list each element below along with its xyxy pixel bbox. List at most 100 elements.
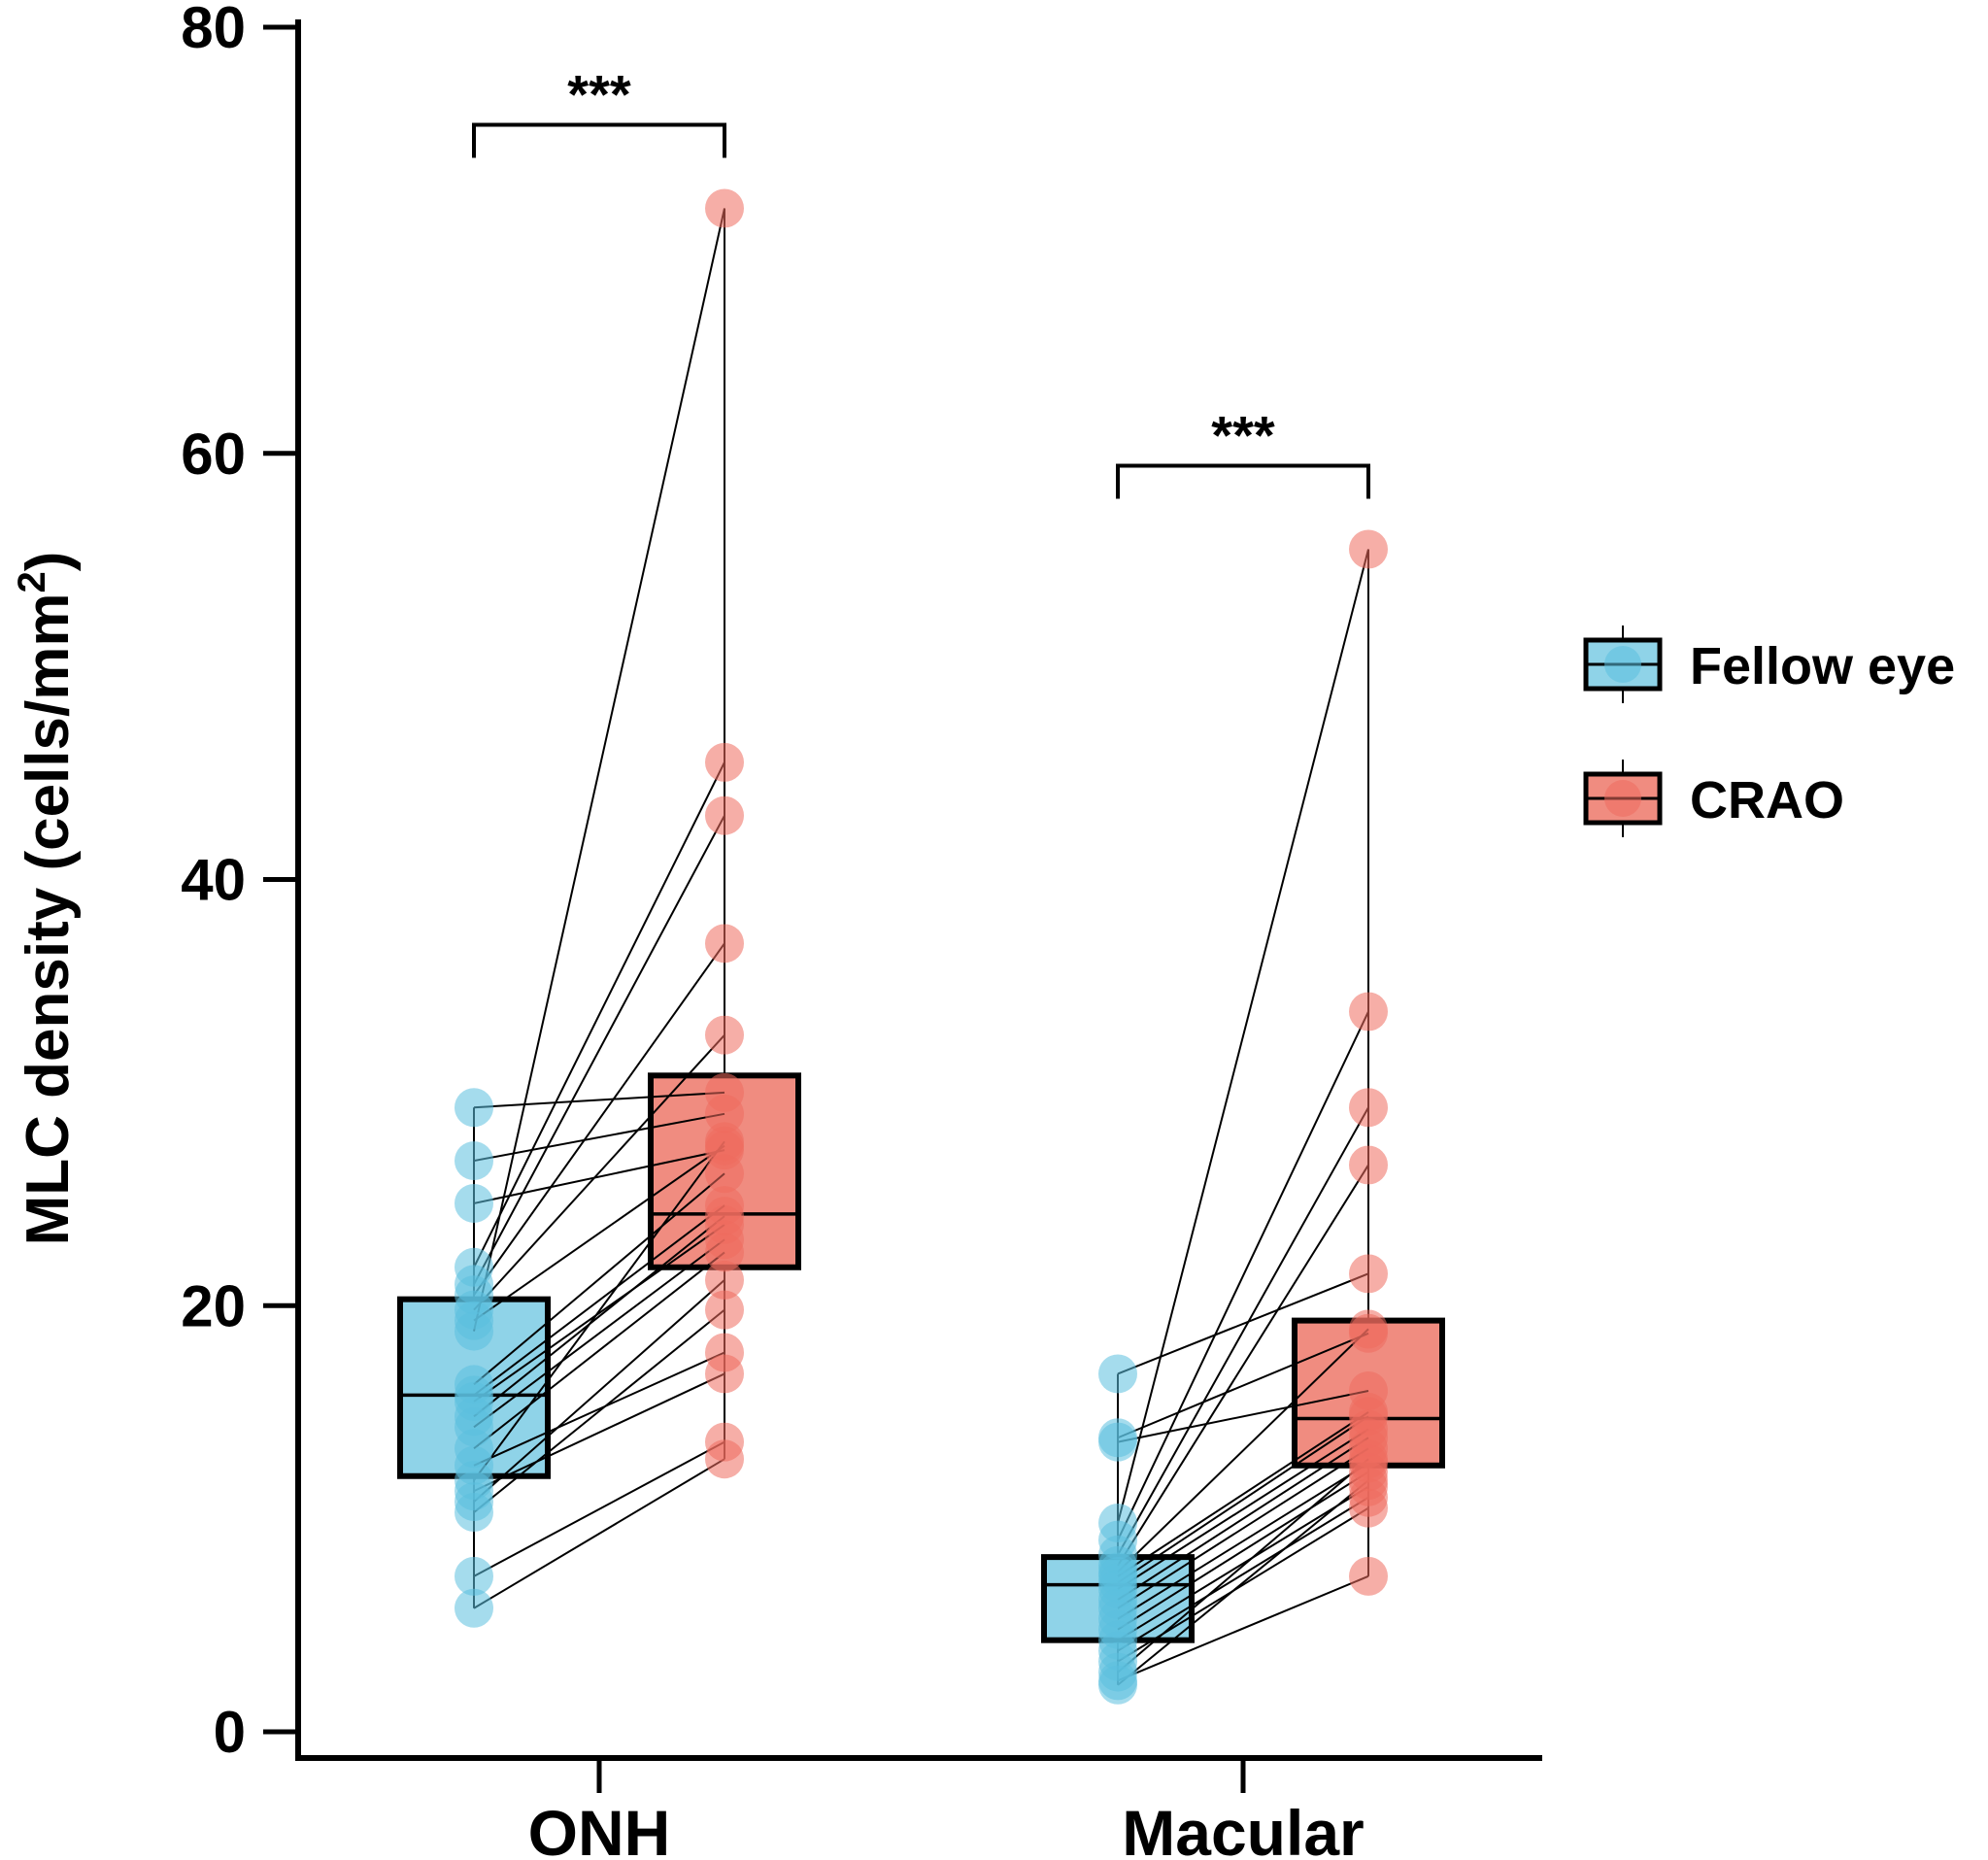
macular-pair-line-6 bbox=[1117, 1164, 1369, 1567]
legend-item-crao: CRAO bbox=[1583, 760, 1844, 837]
macular-pair-line-16 bbox=[1117, 1496, 1369, 1652]
onh-fellow-box bbox=[397, 1107, 551, 1608]
macular-pair-line-10 bbox=[1117, 1428, 1369, 1590]
macular-pair-line-11 bbox=[1117, 1437, 1369, 1601]
y-tick-label-20: 20 bbox=[181, 1273, 246, 1338]
legend-key-point-fellow-eye bbox=[1604, 646, 1641, 683]
macular-crao-point-6 bbox=[1349, 1145, 1388, 1185]
onh-significance: *** bbox=[472, 63, 726, 158]
onh-pair-line-14 bbox=[473, 1251, 725, 1450]
onh-crao-point-16 bbox=[705, 1122, 744, 1162]
onh-pair-line-2 bbox=[473, 1149, 725, 1204]
macular-pair-line-3 bbox=[1117, 549, 1369, 1524]
macular-pair-line-12 bbox=[1117, 1447, 1369, 1609]
macular-pair-line-7 bbox=[1117, 1328, 1369, 1573]
onh-crao-point-21 bbox=[705, 1439, 744, 1479]
onh-crao-point-4 bbox=[705, 795, 744, 835]
onh-significance-label: *** bbox=[567, 63, 631, 124]
onh-fellow-point-0 bbox=[455, 1088, 493, 1128]
y-tick-label-60: 60 bbox=[181, 422, 246, 487]
macular-significance: *** bbox=[1116, 404, 1370, 499]
significance-brackets: *** *** bbox=[472, 63, 1370, 499]
macular-pair-line-20 bbox=[1117, 1479, 1369, 1686]
onh-crao-point-3 bbox=[705, 742, 744, 782]
macular-crao-point-4 bbox=[1349, 992, 1388, 1031]
macular-pair-line-8 bbox=[1117, 1411, 1369, 1577]
onh-pair-line-18 bbox=[473, 1279, 725, 1503]
legend-label-crao: CRAO bbox=[1690, 771, 1844, 829]
legend-label-fellow-eye: Fellow eye bbox=[1690, 637, 1955, 695]
onh-crao-point-5 bbox=[705, 924, 744, 964]
onh-crao-point-1 bbox=[705, 1094, 744, 1133]
macular-pair-line-18 bbox=[1117, 1458, 1369, 1674]
onh-crao-point-19 bbox=[705, 1290, 744, 1330]
onh-crao-point-14 bbox=[705, 1233, 744, 1272]
onh-pair-line-0 bbox=[473, 1091, 725, 1109]
onh-pair-line-12 bbox=[473, 1215, 725, 1418]
box-plots bbox=[397, 208, 1445, 1685]
macular-pair-line-19 bbox=[1117, 1574, 1369, 1682]
onh-pair-line-3 bbox=[473, 761, 725, 1268]
macular-fellow-point-2 bbox=[1098, 1422, 1137, 1462]
onh-bracket bbox=[472, 122, 726, 158]
onh-crao-point-6 bbox=[705, 1015, 744, 1055]
macular-fellow-point-0 bbox=[1098, 1354, 1137, 1394]
macular-crao-point-7 bbox=[1349, 1309, 1388, 1349]
onh-fellow-point-21 bbox=[455, 1588, 493, 1628]
onh-pair-line-10 bbox=[473, 1204, 725, 1397]
onh-fellow-point-1 bbox=[455, 1141, 493, 1181]
onh-pair-line-15 bbox=[473, 1351, 725, 1467]
onh-crao-point-17 bbox=[705, 1354, 744, 1394]
onh-fellow-point-20 bbox=[455, 1556, 493, 1596]
onh-pair-line-16 bbox=[473, 1140, 725, 1481]
y-tick-label-0: 0 bbox=[214, 1700, 246, 1765]
macular-pair-line-14 bbox=[1117, 1471, 1369, 1631]
x-tick-label-onh: ONH bbox=[528, 1797, 671, 1860]
onh-pair-line-6 bbox=[473, 1033, 725, 1311]
macular-crao-point-19 bbox=[1349, 1556, 1388, 1596]
legend: Fellow eye CRAO bbox=[1583, 626, 1955, 837]
onh-pair-line-8 bbox=[473, 208, 725, 1332]
paired-lines bbox=[473, 208, 1369, 1686]
y-tick-label-40: 40 bbox=[181, 848, 246, 913]
y-tick-label-80: 80 bbox=[181, 0, 246, 60]
macular-pair-line-9 bbox=[1117, 1415, 1369, 1584]
onh-crao-point-8 bbox=[705, 188, 744, 228]
onh-pair-line-7 bbox=[473, 1144, 725, 1322]
macular-crao-point-3 bbox=[1349, 529, 1388, 569]
macular-pair-line-1 bbox=[1117, 1332, 1369, 1439]
macular-fellow-point-20 bbox=[1098, 1665, 1137, 1705]
macular-pair-line-13 bbox=[1117, 1462, 1369, 1620]
onh-pair-line-1 bbox=[473, 1112, 725, 1163]
macular-crao-point-17 bbox=[1349, 1488, 1388, 1528]
macular-crao-point-0 bbox=[1349, 1254, 1388, 1294]
y-axis-title: MLC density (cells/mm2) bbox=[11, 552, 82, 1246]
macular-crao-point-20 bbox=[1349, 1461, 1388, 1501]
onh-fellow-point-2 bbox=[455, 1183, 493, 1223]
onh-fellow-point-8 bbox=[455, 1311, 493, 1351]
onh-pair-line-21 bbox=[473, 1458, 725, 1609]
onh-fellow-point-19 bbox=[455, 1493, 493, 1533]
legend-key-point-crao bbox=[1604, 780, 1641, 817]
macular-significance-label: *** bbox=[1211, 404, 1275, 465]
onh-crao-point-9 bbox=[705, 1154, 744, 1194]
macular-bracket bbox=[1116, 463, 1370, 499]
x-tick-label-macular: Macular bbox=[1122, 1797, 1364, 1860]
onh-crao-point-18 bbox=[705, 1260, 744, 1300]
onh-pair-line-9 bbox=[473, 1172, 725, 1386]
onh-pair-line-19 bbox=[473, 1308, 725, 1513]
onh-pair-line-17 bbox=[473, 1372, 725, 1493]
onh-pair-line-20 bbox=[473, 1440, 725, 1577]
onh-pair-line-11 bbox=[473, 1224, 725, 1403]
onh-pair-line-13 bbox=[473, 1238, 725, 1429]
macular-pair-line-15 bbox=[1117, 1485, 1369, 1641]
onh-pair-line-4 bbox=[473, 815, 725, 1285]
legend-item-fellow-eye: Fellow eye bbox=[1583, 626, 1955, 703]
onh-pair-line-5 bbox=[473, 942, 725, 1296]
macular-pair-line-4 bbox=[1117, 1011, 1369, 1540]
data-points bbox=[455, 188, 1388, 1705]
axes: 0 20 40 60 80 ONH Macular bbox=[181, 0, 1542, 1860]
macular-pair-line-2 bbox=[1117, 1390, 1369, 1443]
macular-crao-point-5 bbox=[1349, 1088, 1388, 1128]
